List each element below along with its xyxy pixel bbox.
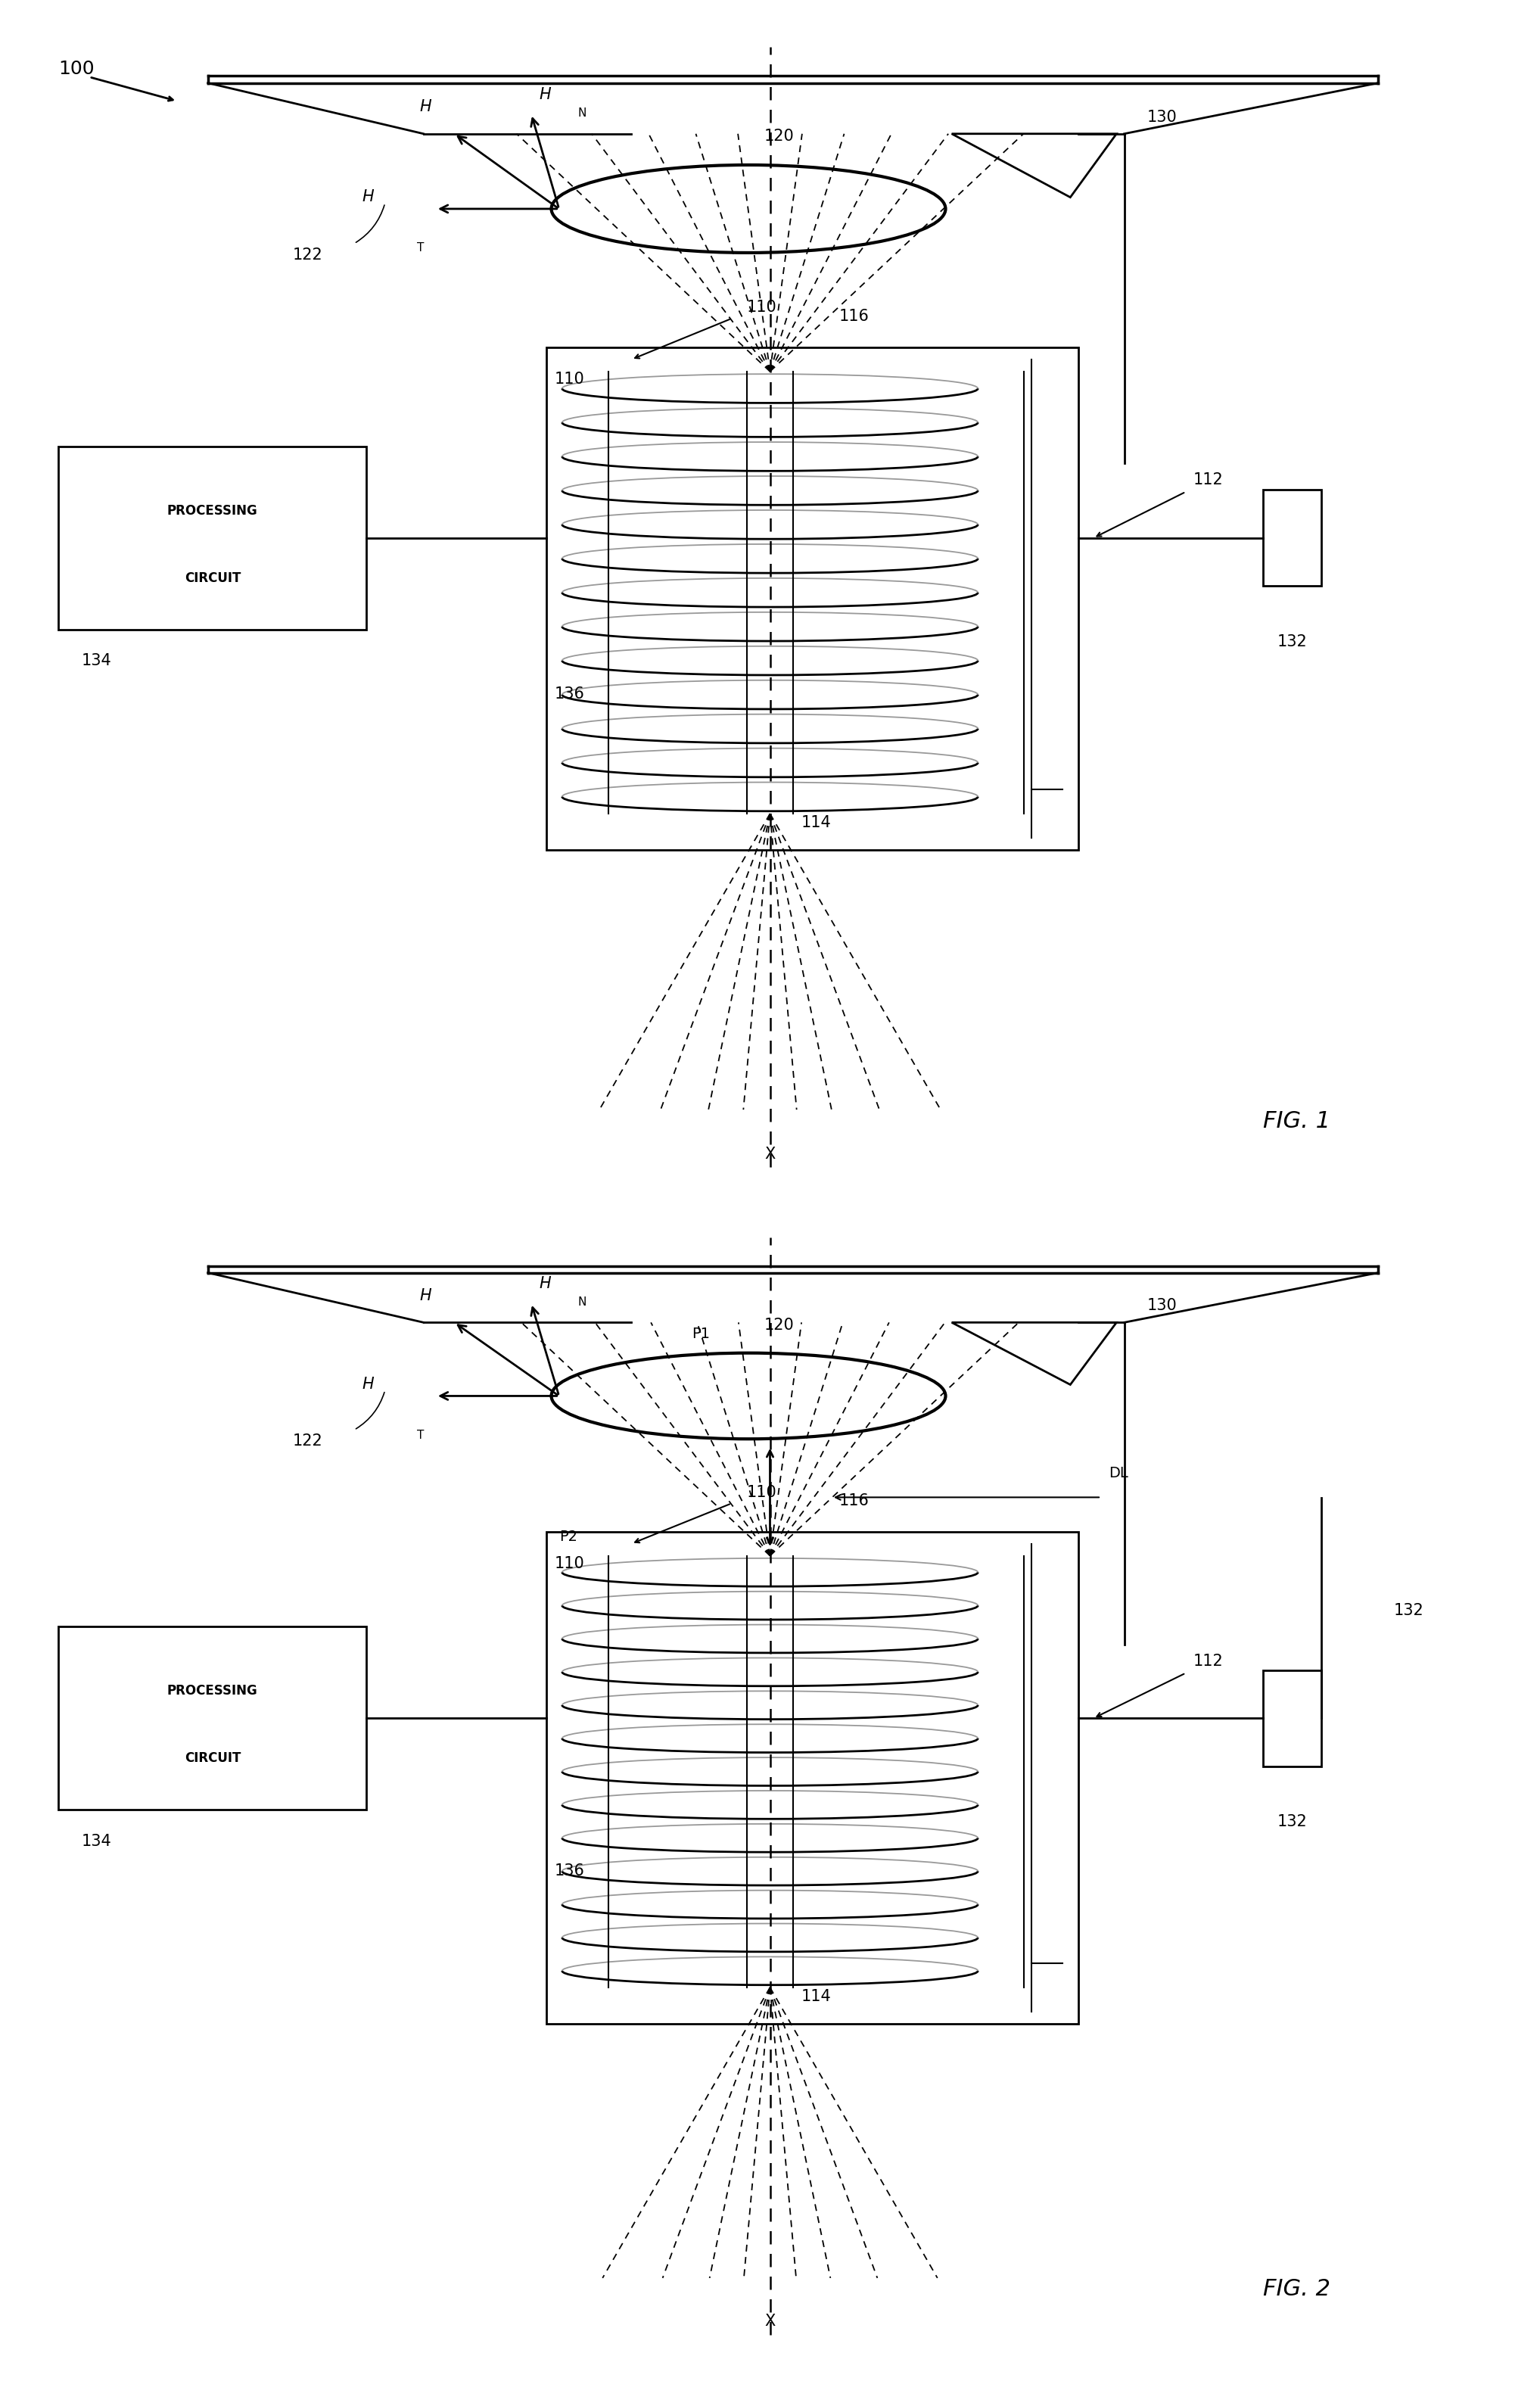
Text: 112: 112 bbox=[1194, 472, 1224, 486]
Text: N: N bbox=[578, 108, 587, 118]
Text: X: X bbox=[764, 2315, 776, 2329]
Text: P2: P2 bbox=[559, 1530, 578, 1545]
Text: H: H bbox=[539, 1275, 551, 1292]
Text: DL: DL bbox=[1109, 1465, 1129, 1480]
Text: 116: 116 bbox=[839, 1494, 870, 1509]
Text: 114: 114 bbox=[801, 1990, 832, 2004]
Text: H: H bbox=[362, 190, 374, 205]
Text: N: N bbox=[578, 1297, 587, 1309]
Text: CIRCUIT: CIRCUIT bbox=[185, 1752, 240, 1766]
Text: 116: 116 bbox=[839, 308, 870, 325]
Text: H: H bbox=[419, 99, 431, 115]
Text: 122: 122 bbox=[293, 248, 323, 262]
Text: 110: 110 bbox=[554, 1557, 585, 1571]
Text: 132: 132 bbox=[1277, 1814, 1307, 1829]
Text: 114: 114 bbox=[801, 816, 832, 830]
Text: 134: 134 bbox=[82, 654, 112, 669]
Text: 120: 120 bbox=[764, 1318, 795, 1333]
Text: FIG. 1: FIG. 1 bbox=[1263, 1109, 1331, 1133]
Bar bbox=[59, 448, 367, 630]
Text: 100: 100 bbox=[59, 60, 94, 79]
Text: 132: 132 bbox=[1277, 635, 1307, 650]
Text: H: H bbox=[419, 1287, 431, 1304]
Text: 110: 110 bbox=[554, 371, 585, 387]
Text: CIRCUIT: CIRCUIT bbox=[185, 570, 240, 585]
Text: 130: 130 bbox=[1147, 108, 1178, 125]
Text: P1: P1 bbox=[691, 1326, 710, 1340]
Text: 136: 136 bbox=[554, 1862, 585, 1879]
Text: X: X bbox=[764, 1148, 776, 1162]
Text: 120: 120 bbox=[764, 130, 795, 144]
Text: 130: 130 bbox=[1147, 1299, 1178, 1314]
Text: H: H bbox=[362, 1376, 374, 1391]
Text: T: T bbox=[417, 1429, 425, 1441]
Text: 134: 134 bbox=[82, 1833, 112, 1848]
Text: 110: 110 bbox=[747, 301, 778, 315]
Text: 132: 132 bbox=[1394, 1602, 1424, 1619]
Text: 112: 112 bbox=[1194, 1653, 1224, 1667]
Text: 122: 122 bbox=[293, 1434, 323, 1448]
Text: H: H bbox=[539, 87, 551, 101]
Bar bbox=[1263, 1670, 1321, 1766]
Bar bbox=[59, 1626, 367, 1809]
Text: FIG. 2: FIG. 2 bbox=[1263, 2278, 1331, 2300]
Text: PROCESSING: PROCESSING bbox=[168, 1684, 257, 1699]
Text: PROCESSING: PROCESSING bbox=[168, 503, 257, 517]
Bar bbox=[547, 346, 1078, 849]
Bar bbox=[1263, 491, 1321, 587]
Text: T: T bbox=[417, 243, 425, 255]
Bar bbox=[547, 1533, 1078, 2023]
Text: 110: 110 bbox=[747, 1485, 778, 1499]
Text: 136: 136 bbox=[554, 686, 585, 703]
